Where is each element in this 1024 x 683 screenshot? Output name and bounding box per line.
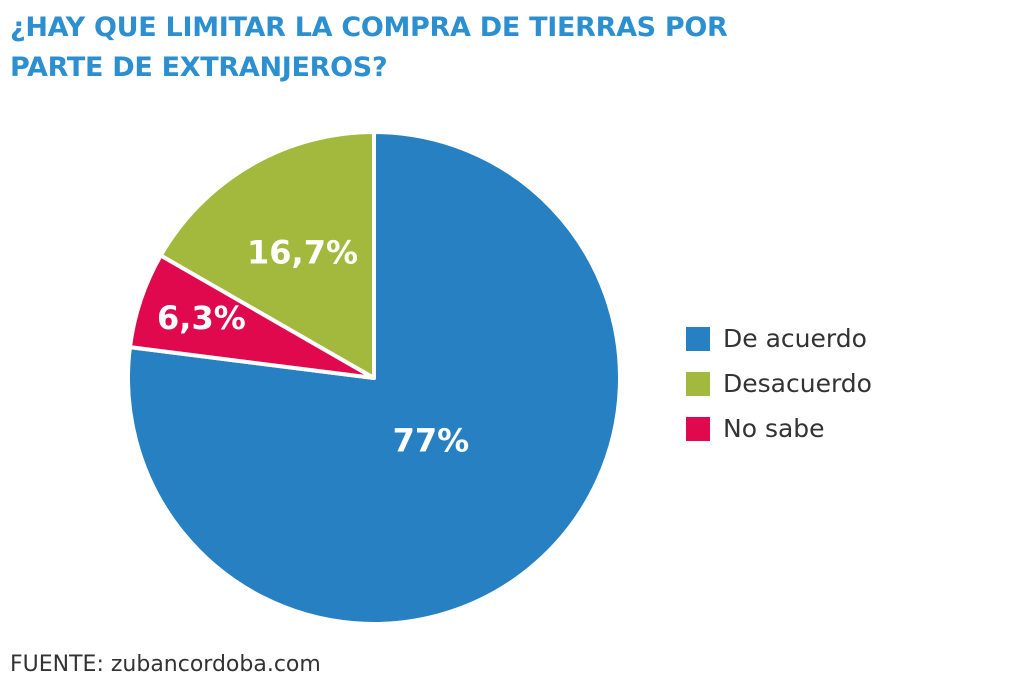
legend-swatch [686, 371, 710, 396]
legend-label: No sabe [723, 414, 825, 443]
legend: De acuerdo Desacuerdo No sabe [686, 316, 872, 451]
pie-slices [126, 130, 622, 626]
legend-item-de-acuerdo: De acuerdo [686, 316, 872, 361]
chart-title: ¿HAY QUE LIMITAR LA COMPRA DE TIERRAS PO… [10, 12, 728, 83]
legend-label: De acuerdo [723, 324, 867, 353]
legend-item-no-sabe: No sabe [686, 406, 872, 451]
slice-value-label: 16,7% [247, 234, 358, 272]
pie-slice-desacuerdo [158, 130, 376, 380]
legend-swatch [686, 326, 710, 351]
slice-value-label: 77% [393, 422, 470, 460]
pie-slice-labels: 77% 6,3%16,7% [157, 234, 469, 460]
source-note: FUENTE: zubancordoba.com [10, 652, 321, 677]
legend-item-desacuerdo: Desacuerdo [686, 361, 872, 406]
legend-swatch [686, 416, 710, 441]
legend-label: Desacuerdo [723, 369, 872, 398]
slice-value-label: 6,3% [157, 299, 246, 337]
